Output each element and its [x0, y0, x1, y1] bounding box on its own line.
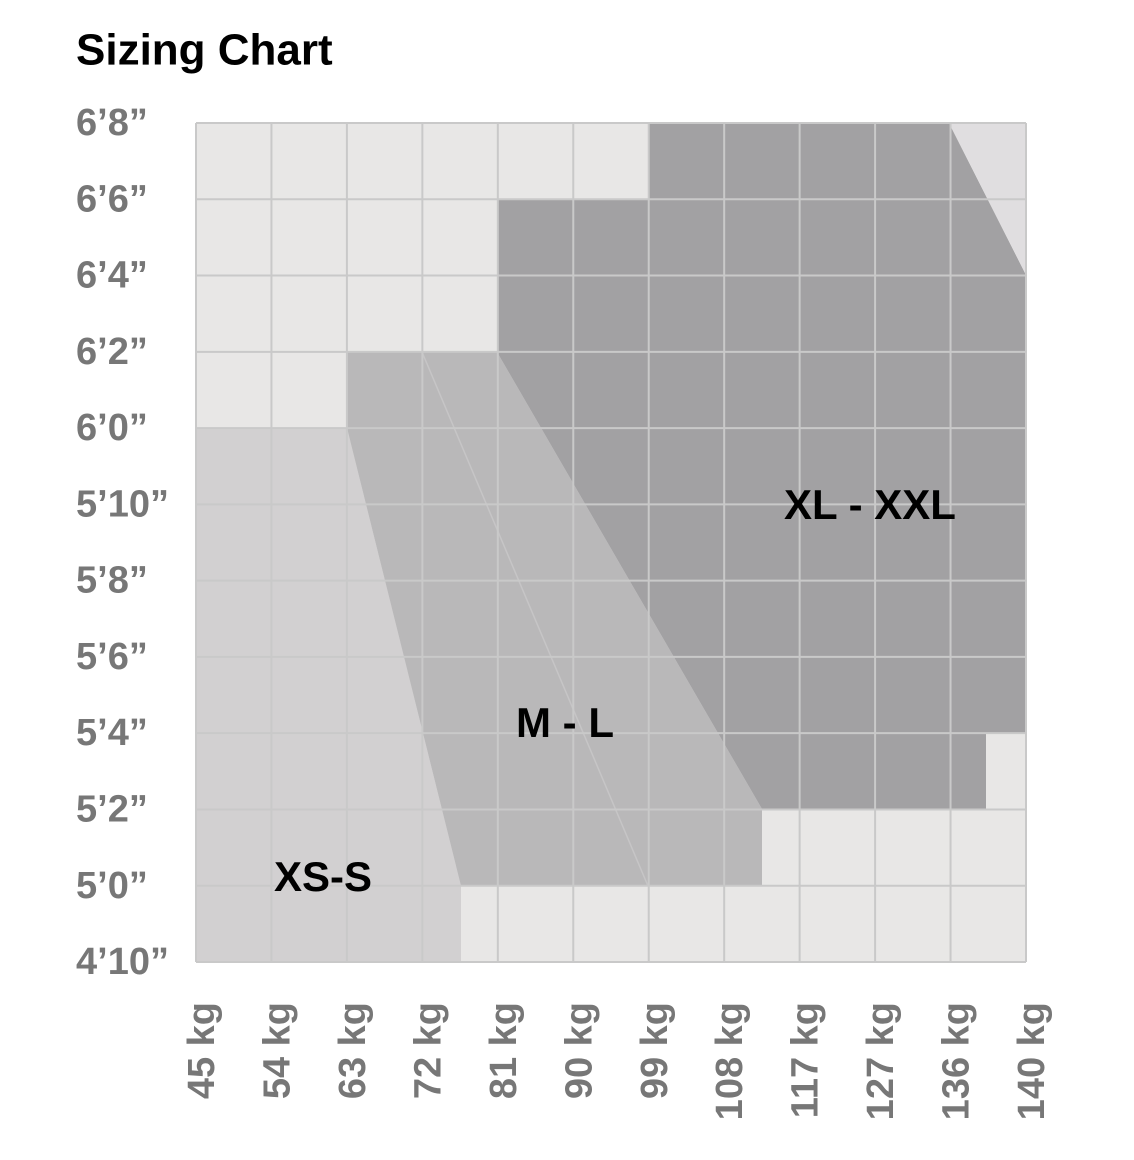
zone-label: M - L — [516, 699, 614, 746]
y-tick-label: 6’8” — [76, 102, 148, 144]
plot-area — [196, 123, 1026, 962]
divider — [421, 351, 649, 887]
x-tick-label: 45 kg — [181, 1002, 223, 1099]
y-tick-label: 5’10” — [76, 483, 169, 525]
y-tick-label: 5’4” — [76, 712, 148, 754]
x-tick-label: 136 kg — [936, 1002, 978, 1120]
x-tick-label: 72 kg — [407, 1002, 449, 1099]
y-tick-label: 6’6” — [76, 178, 148, 220]
y-tick-label: 6’0” — [76, 407, 148, 449]
x-tick-label: 99 kg — [634, 1002, 676, 1099]
x-tick-label: 63 kg — [332, 1002, 374, 1099]
y-tick-label: 5’6” — [76, 636, 148, 678]
y-tick-label: 5’8” — [76, 560, 148, 602]
zone-xl-xxl — [497, 123, 1026, 809]
x-tick-label: 127 kg — [860, 1002, 902, 1120]
zone-label: XL - XXL — [784, 481, 956, 528]
y-tick-label: 6’2” — [76, 331, 148, 373]
y-tick-label: 6’4” — [76, 255, 148, 297]
x-tick-label: 117 kg — [785, 1002, 827, 1118]
zone-m-l — [347, 352, 762, 886]
chart-title: Sizing Chart — [76, 26, 333, 75]
y-tick-label: 5’0” — [76, 865, 148, 907]
grid — [195, 122, 1027, 963]
zone-label: XS-S — [274, 853, 372, 900]
zone-xs-s — [196, 428, 461, 962]
x-tick-label: 54 kg — [256, 1002, 298, 1099]
y-tick-label: 5’2” — [76, 788, 148, 830]
y-tick-label: 4’10” — [76, 941, 169, 983]
x-tick-label: 140 kg — [1011, 1002, 1053, 1120]
x-tick-label: 81 kg — [483, 1002, 525, 1099]
x-tick-label: 108 kg — [709, 1002, 751, 1120]
x-tick-label: 90 kg — [558, 1002, 600, 1099]
